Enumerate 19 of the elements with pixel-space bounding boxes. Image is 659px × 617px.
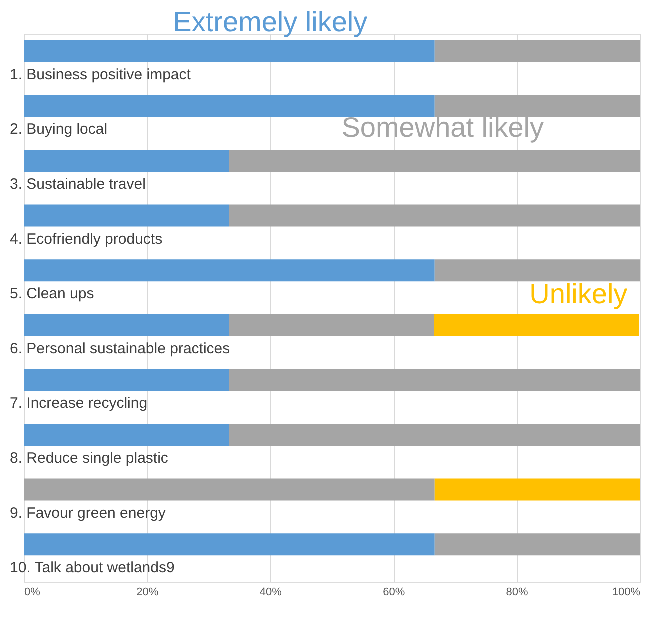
y-tick-label: 2. Buying local xyxy=(10,121,108,138)
y-tick-label: 3. Sustainable travel xyxy=(10,176,146,193)
y-tick-label: 5. Clean ups xyxy=(10,286,94,303)
x-tick-label: 40% xyxy=(260,586,282,598)
y-tick-label: 9. Favour green energy xyxy=(10,504,166,522)
x-tick-label: 20% xyxy=(136,586,159,598)
series-label: Extremely likely xyxy=(173,6,368,38)
series-label: Unlikely xyxy=(530,278,628,310)
y-tick-label: 10. Talk about wetlands9 xyxy=(10,560,175,577)
x-tick-label: 100% xyxy=(612,586,641,598)
x-tick-label: 60% xyxy=(383,586,406,598)
y-tick-label: 4. Ecofriendly products xyxy=(10,230,163,248)
y-tick-label: 6. Personal sustainable practices xyxy=(10,340,230,358)
y-tick-label: 7. Increase recycling xyxy=(10,395,148,412)
x-tick-label: 80% xyxy=(506,586,529,598)
x-tick-label: 0% xyxy=(24,586,41,598)
y-tick-label: 8. Reduce single plastic xyxy=(10,450,169,467)
series-label: Somewhat likely xyxy=(342,112,544,144)
y-tick-label: 1. Business positive impact xyxy=(10,66,192,84)
